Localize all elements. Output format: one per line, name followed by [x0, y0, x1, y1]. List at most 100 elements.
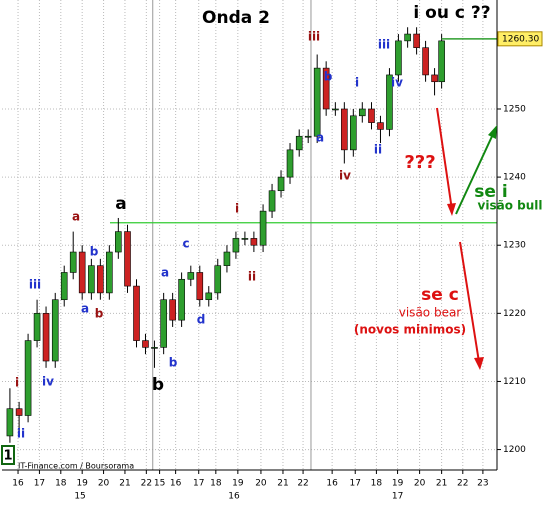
- annotation: se c: [421, 285, 459, 305]
- x-tick-label: 17: [350, 479, 361, 489]
- wave-label: b: [169, 356, 178, 370]
- wave-label: iv: [42, 375, 54, 389]
- wave-label: a: [316, 131, 324, 145]
- wave-label: iii: [308, 30, 320, 44]
- candle-body: [368, 108, 375, 123]
- candle-body: [133, 285, 140, 341]
- x-tick-label: 19: [392, 479, 404, 489]
- candle-body: [187, 272, 195, 280]
- x-tick-label: 23: [477, 479, 488, 489]
- date-label: 16: [228, 492, 240, 502]
- wave-label: iii: [29, 278, 41, 292]
- candle-body: [341, 108, 348, 151]
- arrow: [459, 241, 480, 363]
- wave-label: i: [15, 376, 19, 390]
- x-tick-label: 19: [232, 479, 244, 489]
- x-tick-label: 18: [55, 479, 67, 489]
- x-tick-label: 18: [210, 479, 222, 489]
- y-tick-label: 1200: [503, 445, 526, 455]
- x-tick-label: 15: [154, 479, 165, 489]
- wave-label: a: [115, 194, 126, 214]
- x-tick-label: 16: [12, 479, 24, 489]
- wave-label: b: [152, 375, 164, 395]
- x-tick-label: 19: [76, 479, 88, 489]
- annotation: ???: [404, 152, 435, 173]
- x-tick-label: 20: [414, 479, 426, 489]
- x-tick-label: 21: [119, 479, 130, 489]
- wave-label: b: [90, 245, 99, 259]
- candle-body: [42, 313, 50, 362]
- candle-body: [60, 272, 68, 301]
- candle-body: [24, 340, 32, 416]
- x-tick-label: 21: [436, 479, 447, 489]
- date-label: 15: [74, 492, 85, 502]
- candle-body: [358, 108, 366, 117]
- candle-body: [169, 299, 176, 321]
- candle-body: [78, 251, 86, 294]
- candle-body: [142, 340, 149, 348]
- arrow: [436, 107, 453, 211]
- x-tick-label: 22: [457, 479, 468, 489]
- candle-body: [313, 67, 321, 137]
- chart-title: Onda 2: [202, 8, 270, 28]
- candle-body: [286, 149, 294, 178]
- wave-label: iii: [378, 38, 390, 52]
- candle-body: [160, 299, 167, 348]
- wave-label: a: [72, 210, 80, 224]
- candle-body: [106, 251, 113, 294]
- candle-body: [395, 40, 402, 76]
- wave-label: ii: [248, 270, 256, 284]
- x-tick-label: 20: [255, 479, 267, 489]
- y-tick-label: 1230: [503, 241, 526, 251]
- candle-body: [223, 251, 231, 266]
- candle-body: [377, 122, 384, 130]
- x-tick-label: 22: [297, 479, 308, 489]
- x-tick-label: 22: [141, 479, 152, 489]
- candle-body: [413, 33, 420, 48]
- candle-body: [438, 40, 445, 83]
- candle-body: [214, 265, 222, 294]
- annotation: visão bear: [399, 306, 462, 320]
- last-price-label: 1260.30: [502, 34, 539, 44]
- candle-body: [15, 408, 23, 416]
- candle-body: [97, 265, 104, 294]
- y-tick-label: 1240: [503, 173, 526, 183]
- badge-box: [1, 445, 15, 465]
- wave-label: b: [324, 70, 333, 84]
- y-tick-label: 1250: [503, 104, 526, 114]
- y-tick-label: 1210: [503, 377, 526, 387]
- subtitle: i ou c ??: [413, 3, 490, 23]
- candle-body: [277, 176, 285, 192]
- badge: 1: [3, 449, 12, 464]
- wave-label: i: [235, 202, 239, 216]
- annotation: (novos minimos): [354, 323, 466, 337]
- wave-label: i: [355, 76, 359, 90]
- candle-body: [404, 33, 411, 42]
- wave-label: a: [161, 266, 169, 280]
- candle-body: [205, 292, 213, 301]
- candle-body: [88, 265, 95, 294]
- x-tick-label: 17: [193, 479, 204, 489]
- arrow-head: [488, 125, 497, 139]
- wave-label: a: [81, 302, 89, 316]
- last-price-box: [497, 31, 543, 47]
- candle-body: [322, 67, 330, 110]
- candle-body: [268, 190, 276, 212]
- candle-body: [69, 251, 77, 273]
- wave-label: b: [95, 307, 104, 321]
- x-tick-label: 16: [170, 479, 182, 489]
- candle-body: [151, 347, 158, 349]
- y-tick-label: 1220: [503, 309, 526, 319]
- arrows: [436, 107, 497, 370]
- candle-body: [259, 210, 267, 246]
- wave-label: iv: [391, 76, 403, 90]
- candle-body: [304, 135, 312, 138]
- x-tick-label: 20: [98, 479, 110, 489]
- wave-label: c: [182, 237, 189, 251]
- annotation: se i: [474, 182, 507, 202]
- candle-body: [431, 74, 438, 83]
- wave-label: ii: [374, 143, 382, 157]
